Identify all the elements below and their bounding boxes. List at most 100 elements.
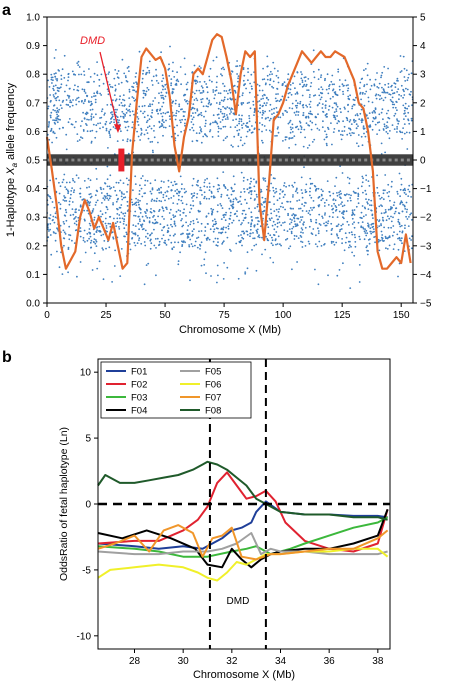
scatter-point xyxy=(339,190,342,193)
scatter-point xyxy=(138,237,141,240)
band-dash xyxy=(352,158,355,162)
scatter-point xyxy=(249,183,252,185)
scatter-point xyxy=(285,99,288,101)
scatter-point xyxy=(338,79,341,81)
scatter-point xyxy=(317,227,319,230)
scatter-point xyxy=(310,220,313,223)
scatter-point xyxy=(198,230,200,233)
scatter-point xyxy=(396,118,398,120)
scatter-point xyxy=(114,89,117,92)
scatter-point xyxy=(282,190,284,193)
scatter-point xyxy=(261,89,264,92)
scatter-point xyxy=(139,220,141,223)
scatter-point xyxy=(245,202,248,205)
scatter-point xyxy=(274,223,277,226)
scatter-point xyxy=(229,109,232,111)
scatter-point xyxy=(206,86,209,89)
series-line-f05 xyxy=(97,532,388,556)
scatter-point xyxy=(50,253,53,256)
scatter-point xyxy=(108,197,111,200)
scatter-point xyxy=(273,228,276,231)
scatter-point xyxy=(376,186,379,189)
scatter-point xyxy=(367,198,370,201)
scatter-point xyxy=(264,197,267,200)
scatter-point xyxy=(49,130,52,133)
scatter-point xyxy=(261,196,264,199)
scatter-point xyxy=(98,79,101,81)
scatter-point xyxy=(378,113,381,116)
scatter-point xyxy=(188,244,191,246)
scatter-point xyxy=(147,262,150,265)
scatter-point xyxy=(116,198,119,201)
scatter-point xyxy=(351,213,354,216)
scatter-point xyxy=(335,102,337,105)
band-dash xyxy=(406,158,410,162)
scatter-point xyxy=(148,60,151,63)
scatter-point xyxy=(258,89,261,92)
scatter-point xyxy=(245,135,248,138)
scatter-point xyxy=(60,107,63,109)
scatter-point xyxy=(231,203,234,206)
scatter-point xyxy=(397,237,399,240)
scatter-point xyxy=(294,143,297,146)
scatter-point xyxy=(327,109,330,111)
scatter-point xyxy=(279,99,282,101)
scatter-point xyxy=(73,189,76,192)
scatter-point xyxy=(356,142,358,145)
scatter-point xyxy=(123,227,126,230)
scatter-point xyxy=(300,128,303,131)
scatter-point xyxy=(125,121,128,123)
scatter-point xyxy=(195,184,198,186)
scatter-point xyxy=(348,132,351,135)
scatter-point xyxy=(199,202,202,205)
scatter-point xyxy=(95,124,98,127)
scatter-point xyxy=(157,112,160,115)
scatter-point xyxy=(403,118,405,120)
scatter-point xyxy=(115,225,117,228)
scatter-point xyxy=(230,186,233,189)
scatter-point xyxy=(277,70,279,72)
scatter-point xyxy=(366,83,368,86)
scatter-points-group xyxy=(46,45,414,289)
scatter-point xyxy=(332,241,335,243)
scatter-point xyxy=(402,96,404,99)
scatter-point xyxy=(343,106,346,109)
scatter-point xyxy=(124,126,127,129)
scatter-point xyxy=(104,112,106,115)
scatter-point xyxy=(141,195,144,198)
scatter-point xyxy=(68,225,71,228)
scatter-point xyxy=(49,223,52,225)
scatter-point xyxy=(367,96,370,99)
scatter-point xyxy=(161,115,164,118)
scatter-point xyxy=(340,224,343,227)
band-dash xyxy=(272,158,276,162)
scatter-point xyxy=(397,218,400,221)
scatter-point xyxy=(398,98,400,101)
scatter-point xyxy=(126,120,129,123)
scatter-point xyxy=(276,99,279,102)
scatter-point xyxy=(237,132,240,135)
band-dash xyxy=(230,158,233,162)
scatter-point xyxy=(353,104,356,106)
scatter-point xyxy=(325,88,328,91)
scatter-point xyxy=(349,94,351,97)
scatter-point xyxy=(116,116,119,119)
scatter-point xyxy=(78,139,81,141)
scatter-point xyxy=(242,230,245,233)
scatter-point xyxy=(215,121,218,124)
scatter-point xyxy=(104,123,107,126)
scatter-point xyxy=(398,223,401,226)
scatter-point xyxy=(135,72,138,75)
scatter-point xyxy=(200,222,203,225)
scatter-point xyxy=(55,78,57,80)
scatter-point xyxy=(365,114,368,117)
scatter-point xyxy=(318,213,321,216)
scatter-point xyxy=(204,119,207,122)
scatter-point xyxy=(392,92,394,95)
scatter-point xyxy=(105,227,108,229)
scatter-point xyxy=(221,74,224,77)
scatter-point xyxy=(289,245,292,248)
scatter-point xyxy=(192,103,195,105)
scatter-point xyxy=(330,80,333,83)
scatter-point xyxy=(281,95,284,98)
